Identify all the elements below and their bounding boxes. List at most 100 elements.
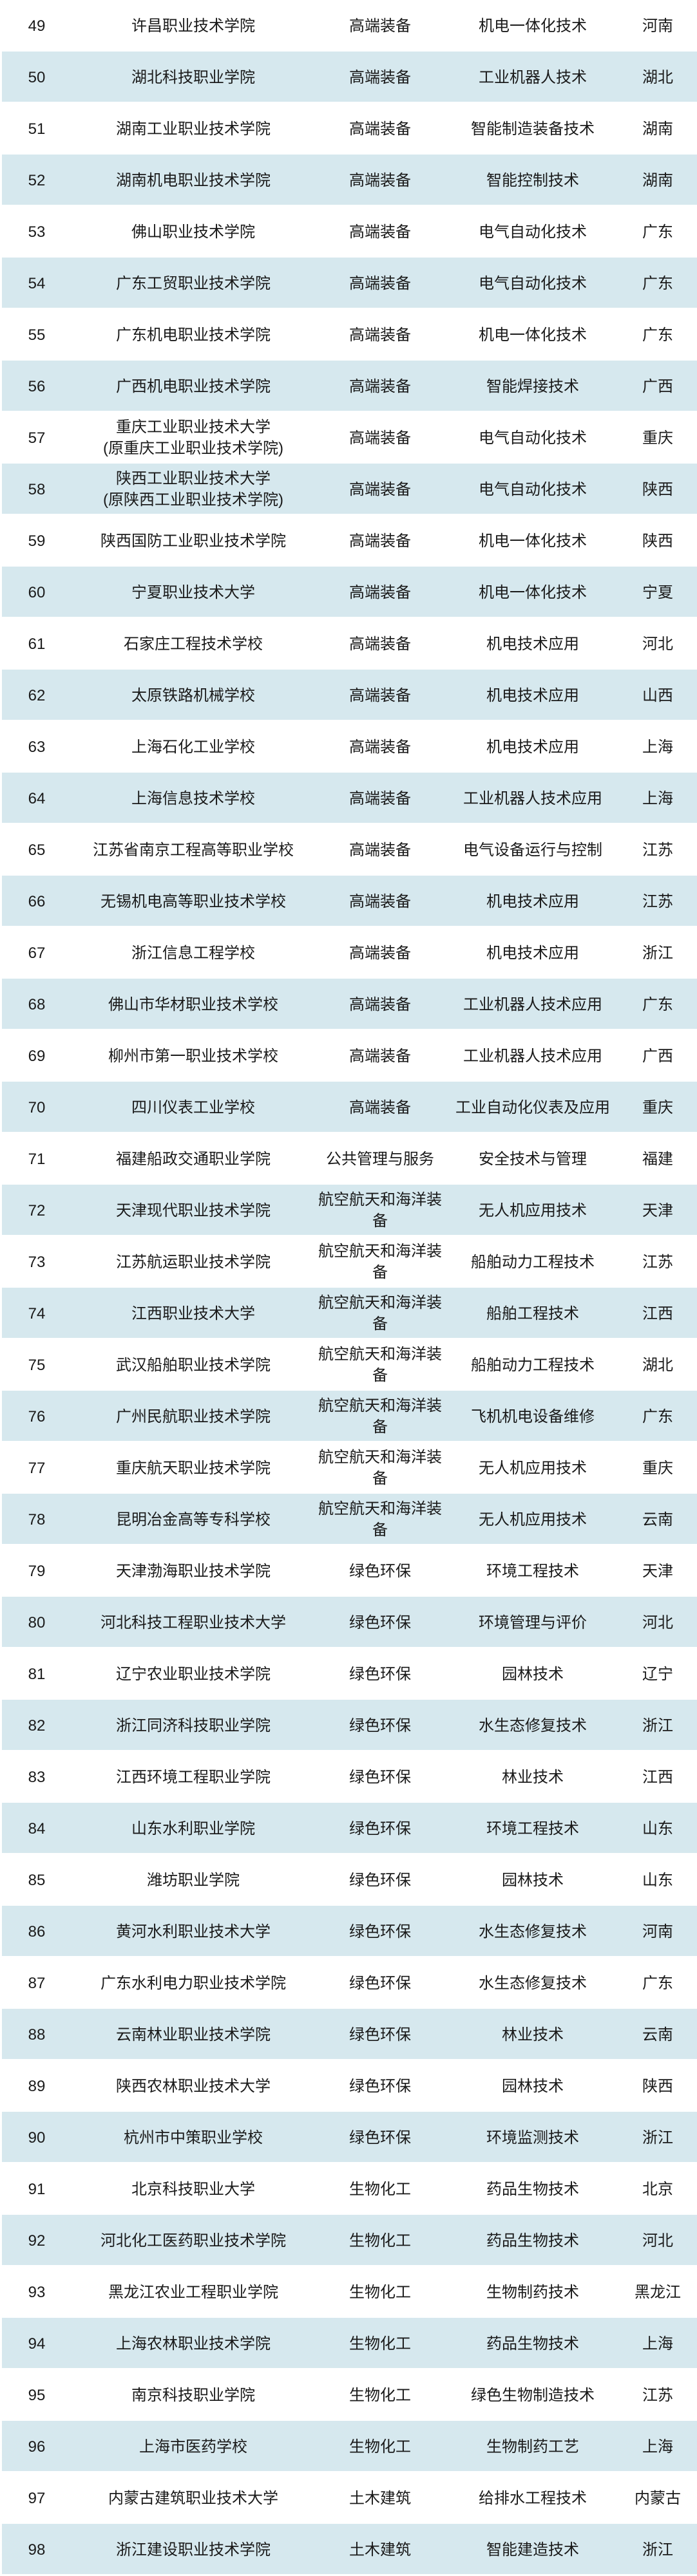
major-cell: 工业自动化仪表及应用 (455, 1098, 610, 1116)
province-cell: 上海 (642, 789, 673, 807)
rank-cell: 94 (28, 2335, 46, 2353)
major-cell: 机电技术应用 (486, 944, 579, 962)
category-cell: 高端装备 (349, 892, 411, 910)
table-row: 50 湖北科技职业学院 高端装备 工业机器人技术 湖北 (0, 52, 697, 103)
rank-cell: 96 (28, 2438, 46, 2456)
category-cell: 土木建筑 (349, 2489, 411, 2507)
school-cell: 重庆航天职业技术学院 (116, 1459, 271, 1477)
table-row: 95 南京科技职业学院 生物化工 绿色生物制造技术 江苏 (0, 2369, 697, 2421)
category-cell: 高端装备 (349, 944, 411, 962)
category-cell: 生物化工 (349, 2283, 411, 2301)
category-cell: 生物化工 (349, 2386, 411, 2404)
category-cell: 绿色环保 (349, 1974, 411, 1992)
school-cell: 福建船政交通职业学院 (116, 1150, 271, 1168)
rank-cell: 68 (28, 995, 46, 1013)
province-cell: 湖北 (642, 1356, 673, 1374)
school-cell: 云南林业职业技术学院 (116, 2026, 271, 2044)
table-row: 67 浙江信息工程学校 高端装备 机电技术应用 浙江 (0, 927, 697, 979)
school-cell: 柳州市第一职业技术学校 (108, 1047, 278, 1065)
major-cell: 电气自动化技术 (479, 223, 587, 241)
school-cell: 河北化工医药职业技术学院 (100, 2232, 286, 2250)
major-cell: 无人机应用技术 (479, 1510, 587, 1528)
major-cell: 智能焊接技术 (486, 377, 579, 395)
school-cell: 北京科技职业大学 (131, 2180, 255, 2198)
province-cell: 河北 (642, 1613, 673, 1631)
province-cell: 浙江 (642, 2129, 673, 2147)
table-row: 55 广东机电职业技术学院 高端装备 机电一体化技术 广东 (0, 309, 697, 361)
rank-cell: 74 (28, 1304, 46, 1322)
rank-cell: 51 (28, 120, 46, 138)
major-cell: 水生态修复技术 (479, 1974, 587, 1992)
table-row: 85 潍坊职业学院 绿色环保 园林技术 山东 (0, 1854, 697, 1906)
school-cell: 上海市医药学校 (139, 2438, 247, 2456)
school-cell: 江西环境工程职业学院 (116, 1768, 271, 1786)
rank-cell: 60 (28, 583, 46, 601)
major-cell: 工业机器人技术 (479, 68, 587, 86)
province-cell: 湖南 (642, 171, 673, 189)
rank-cell: 62 (28, 686, 46, 704)
rank-cell: 61 (28, 635, 46, 653)
school-cell: 陕西国防工业职业技术学院 (100, 532, 286, 550)
school-cell: 四川仪表工业学校 (131, 1098, 255, 1116)
category-cell: 航空航天和海洋装备 (318, 1294, 442, 1333)
category-cell: 绿色环保 (349, 1562, 411, 1580)
category-cell: 公共管理与服务 (326, 1150, 434, 1168)
province-cell: 河北 (642, 635, 673, 653)
school-cell: 石家庄工程技术学校 (124, 635, 263, 653)
category-cell: 生物化工 (349, 2232, 411, 2250)
province-cell: 江苏 (642, 841, 673, 859)
table-row: 57 重庆工业职业技术大学 (原重庆工业职业技术学院) 高端装备 电气自动化技术… (0, 412, 697, 464)
category-cell: 生物化工 (349, 2180, 411, 2198)
province-cell: 浙江 (642, 1716, 673, 1735)
province-cell: 宁夏 (642, 583, 673, 601)
province-cell: 江苏 (642, 1253, 673, 1271)
table-row: 80 河北科技工程职业技术大学 绿色环保 环境管理与评价 河北 (0, 1597, 697, 1648)
rank-cell: 73 (28, 1253, 46, 1271)
category-cell: 航空航天和海洋装备 (318, 1243, 442, 1281)
rank-cell: 58 (28, 480, 46, 498)
school-cell: 江西职业技术大学 (131, 1304, 255, 1322)
rank-cell: 76 (28, 1407, 46, 1425)
category-cell: 航空航天和海洋装备 (318, 1191, 442, 1230)
school-cell: 江苏省南京工程高等职业学校 (93, 841, 294, 859)
category-cell: 高端装备 (349, 532, 411, 550)
rank-cell: 90 (28, 2129, 46, 2147)
major-cell: 水生态修复技术 (479, 1923, 587, 1941)
table-row: 72 天津现代职业技术学院 航空航天和海洋装备 无人机应用技术 天津 (0, 1185, 697, 1236)
rank-cell: 72 (28, 1201, 46, 1219)
major-cell: 机电技术应用 (486, 892, 579, 910)
major-cell: 机电一体化技术 (479, 17, 587, 35)
province-cell: 天津 (642, 1562, 673, 1580)
table-row: 74 江西职业技术大学 航空航天和海洋装备 船舶工程技术 江西 (0, 1288, 697, 1339)
category-cell: 航空航天和海洋装备 (318, 1449, 442, 1487)
province-cell: 辽宁 (642, 1665, 673, 1683)
province-cell: 广西 (642, 377, 673, 395)
table-row: 81 辽宁农业职业技术学院 绿色环保 园林技术 辽宁 (0, 1648, 697, 1700)
major-cell: 水生态修复技术 (479, 1716, 587, 1735)
province-cell: 福建 (642, 1150, 673, 1168)
school-cell: 湖北科技职业学院 (131, 68, 255, 86)
province-cell: 湖北 (642, 68, 673, 86)
major-cell: 船舶动力工程技术 (471, 1356, 595, 1374)
major-cell: 环境监测技术 (486, 2129, 579, 2147)
table-row: 63 上海石化工业学校 高端装备 机电技术应用 上海 (0, 721, 697, 773)
category-cell: 高端装备 (349, 171, 411, 189)
table-row: 60 宁夏职业技术大学 高端装备 机电一体化技术 宁夏 (0, 567, 697, 618)
school-cell: 广东机电职业技术学院 (116, 326, 271, 344)
rank-cell: 86 (28, 1923, 46, 1941)
rank-cell: 69 (28, 1047, 46, 1065)
school-cell: 宁夏职业技术大学 (131, 583, 255, 601)
rank-cell: 82 (28, 1716, 46, 1735)
table-row: 78 昆明冶金高等专科学校 航空航天和海洋装备 无人机应用技术 云南 (0, 1494, 697, 1545)
province-cell: 黑龙江 (635, 2283, 681, 2301)
category-cell: 高端装备 (349, 429, 411, 447)
category-cell: 高端装备 (349, 1047, 411, 1065)
rank-cell: 52 (28, 171, 46, 189)
table-row: 98 浙江建设职业技术学院 土木建筑 智能建造技术 浙江 (0, 2524, 697, 2575)
table-row: 73 江苏航运职业技术学院 航空航天和海洋装备 船舶动力工程技术 江苏 (0, 1236, 697, 1288)
table-row: 56 广西机电职业技术学院 高端装备 智能焊接技术 广西 (0, 361, 697, 412)
category-cell: 航空航天和海洋装备 (318, 1346, 442, 1384)
category-cell: 高端装备 (349, 995, 411, 1013)
category-cell: 绿色环保 (349, 2026, 411, 2044)
category-cell: 高端装备 (349, 120, 411, 138)
